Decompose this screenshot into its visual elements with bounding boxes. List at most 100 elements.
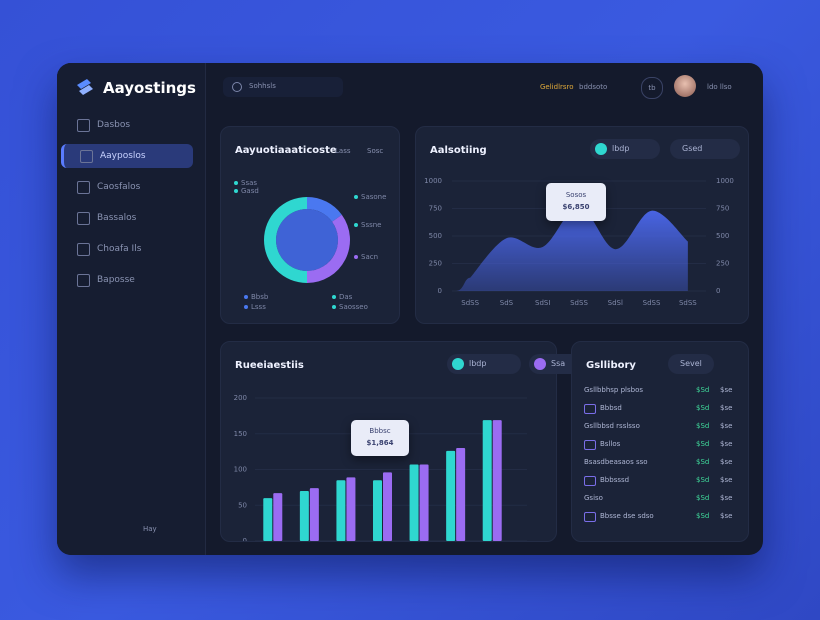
x-tick-label: SdSS xyxy=(570,299,588,307)
row-value: $Sd xyxy=(696,476,710,484)
row-value: $se xyxy=(720,458,733,466)
legend-label: Ssas xyxy=(241,179,257,187)
bar-chart: 050100150200GlsGheGhseGlsGlsGlseGls xyxy=(234,394,527,541)
nav-item[interactable]: Aayposlos xyxy=(61,144,193,168)
legend-dot xyxy=(244,305,248,309)
tooltip-value: $6,850 xyxy=(562,203,590,211)
donut-center xyxy=(276,209,338,271)
bar xyxy=(383,472,392,541)
row-label: Gsllbbhsp plsbos xyxy=(584,386,644,394)
tooltip: Bbbsc $1,864 xyxy=(351,420,409,456)
legend-pill[interactable]: lbdp xyxy=(590,139,660,159)
legend-label: lbdp xyxy=(469,359,487,368)
bar xyxy=(263,498,273,541)
bar xyxy=(336,480,346,541)
button[interactable]: Sevel xyxy=(668,354,714,374)
x-tick-label: SdSS xyxy=(643,299,661,307)
nav-icon xyxy=(77,119,90,132)
list-row: Gsiso $Sd $se xyxy=(584,492,736,510)
tab[interactable]: Sosc xyxy=(367,147,384,155)
row-label: Gsiso xyxy=(584,494,603,502)
nav-icon xyxy=(77,243,90,256)
avatar[interactable] xyxy=(674,75,696,97)
nav-item[interactable]: Caosfalos xyxy=(61,175,193,199)
legend-label: Sssne xyxy=(361,221,381,229)
top-link[interactable]: bddsoto xyxy=(579,83,608,91)
row-value: $se xyxy=(720,512,733,520)
nav-item[interactable]: Dasbos xyxy=(61,113,193,137)
row-value: $Sd xyxy=(696,458,710,466)
list-row: Bsllos $Sd $se xyxy=(584,438,736,456)
legend-dot xyxy=(234,181,238,185)
badge[interactable]: tb xyxy=(641,77,663,99)
bar xyxy=(446,450,456,541)
row-value: $se xyxy=(720,494,733,502)
row-value: $Sd xyxy=(696,422,710,430)
row-value: $Sd xyxy=(696,512,710,520)
nav-item[interactable]: Baposse xyxy=(61,268,193,292)
tooltip-value: $1,864 xyxy=(366,439,394,447)
y-tick-label: 500 xyxy=(429,232,442,240)
tooltip-title: Sosos xyxy=(565,191,587,199)
y-tick-label: 250 xyxy=(429,260,442,268)
card-title: Rueeiaestiis xyxy=(235,360,304,371)
legend-dot xyxy=(332,305,336,309)
legend-dot xyxy=(452,358,464,370)
legend-label: Sacn xyxy=(361,253,378,261)
legend-dot xyxy=(354,195,358,199)
logo xyxy=(77,79,93,95)
row-value: $se xyxy=(720,422,733,430)
legend-pill[interactable]: lbdp xyxy=(447,354,521,374)
y2-tick-label: 750 xyxy=(716,205,729,213)
area-card: Aalsotiing 0 250 500 750 1000 0 250 500 750 1000 S… xyxy=(415,126,749,324)
row-value: $se xyxy=(720,386,733,394)
row-label: Bsllos xyxy=(600,440,621,448)
search[interactable]: Sohhsls xyxy=(223,77,343,97)
bar xyxy=(346,477,356,541)
bar xyxy=(482,420,492,541)
x-tick-label: SdS xyxy=(500,299,514,307)
nav-item[interactable]: Choafa Ils xyxy=(61,237,193,261)
legend-dot xyxy=(332,295,336,299)
bar-card: Rueeiaestiis 050100150200GlsGheGhseGlsGl… xyxy=(220,341,603,542)
area xyxy=(452,206,688,291)
row-icon xyxy=(584,512,596,522)
card-title: Aalsotiing xyxy=(430,145,487,156)
row-label: Gsllbbsd rsslsso xyxy=(584,422,640,430)
bar xyxy=(456,448,466,541)
row-value: $se xyxy=(720,404,733,412)
dashboard: Aayostings Hay Dasbos Aayposlos Caosfalos B… xyxy=(57,63,763,555)
bar xyxy=(492,420,502,541)
bar xyxy=(309,488,319,541)
tooltip-title: Bbbsc xyxy=(369,427,391,435)
top-link[interactable]: Gelidlrsro xyxy=(540,83,574,91)
bar xyxy=(409,464,419,541)
sidebar: Aayostings Hay Dasbos Aayposlos Caosfalos B… xyxy=(57,63,206,555)
legend-dot xyxy=(234,189,238,193)
tooltip: Sosos $6,850 xyxy=(546,183,606,221)
y-tick-label: 150 xyxy=(234,430,247,438)
legend-dot xyxy=(595,143,607,155)
row-value: $Sd xyxy=(696,440,710,448)
y-tick-label: 1000 xyxy=(424,177,442,185)
legend-pill[interactable]: Gsed xyxy=(670,139,740,159)
row-value: $Sd xyxy=(696,404,710,412)
y-tick-label: 100 xyxy=(234,466,247,474)
nav-item[interactable]: Bassalos xyxy=(61,206,193,230)
legend-label: Bbsb xyxy=(251,293,269,301)
legend-label: Ssa xyxy=(551,359,566,368)
row-label: Bbbsssd xyxy=(600,476,630,484)
list-row: Bsasdbeasaos sso $Sd $se xyxy=(584,456,736,474)
row-value: $se xyxy=(720,440,733,448)
y2-tick-label: 1000 xyxy=(716,177,734,185)
y-tick-label: 0 xyxy=(243,537,247,541)
nav-icon xyxy=(80,150,93,163)
legend-label: Das xyxy=(339,293,353,301)
list-row: Bbbsssd $Sd $se xyxy=(584,474,736,492)
tab[interactable]: Lass xyxy=(335,147,351,155)
bar xyxy=(299,490,309,541)
legend-dot xyxy=(354,255,358,259)
nav-icon xyxy=(77,181,90,194)
user-name: ldo llso xyxy=(707,83,732,91)
